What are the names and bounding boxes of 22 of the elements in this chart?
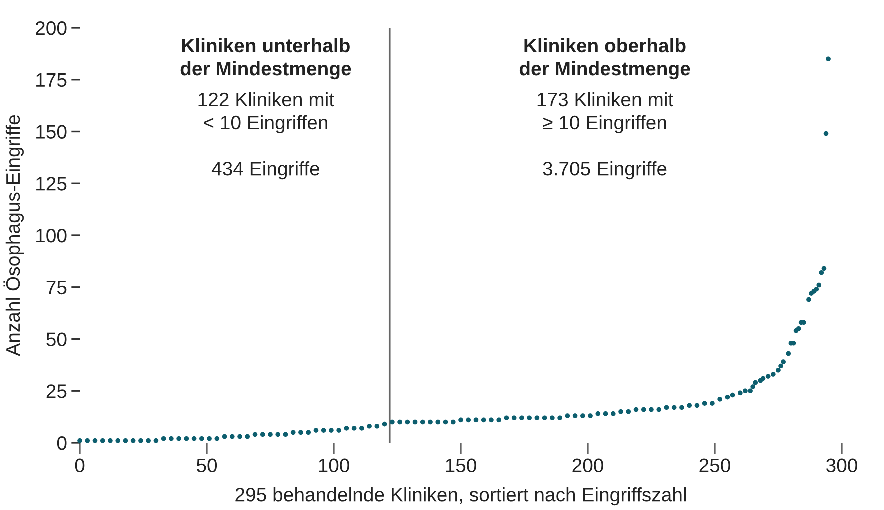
x-tick-label: 250	[700, 458, 730, 473]
y-tick-label: 200	[36, 21, 67, 36]
y-tick-label: 150	[36, 125, 67, 139]
y-tick-label: 25	[46, 384, 67, 398]
x-tick-label: 200	[572, 458, 604, 473]
text: 173 Kliniken mit ≥ 10 Eingriffen 3.705 Eingriffe	[538, 92, 674, 180]
x-tick-label: 50	[196, 458, 218, 473]
y-tick-label: 100	[36, 228, 67, 243]
x-tick-label: 100	[319, 458, 350, 473]
y-axis-title: Anzahl Ösophagus-Eingriffe	[4, 115, 24, 356]
annotation: Kliniken oberhalb der Mindestmenge	[520, 38, 690, 80]
annotation: Kliniken unterhalb der Mindestmenge	[180, 38, 352, 80]
text: 122 Kliniken mit < 10 Eingriffen 434 Eingriffe	[198, 92, 334, 180]
x-axis-title: 295 behandelnde Kliniken, sortiert nach Eingriffszahl	[236, 488, 686, 506]
y-tick-label: 175	[36, 74, 67, 88]
y-tick-label: 50	[46, 332, 67, 346]
y-tick-label: 0	[57, 436, 67, 450]
x-tick-label: 150	[446, 458, 476, 473]
x-tick-label: 0	[75, 458, 85, 473]
y-tick-label: 125	[36, 177, 67, 191]
y-tick-label: 75	[46, 281, 67, 295]
x-tick-label: 300	[826, 458, 858, 473]
